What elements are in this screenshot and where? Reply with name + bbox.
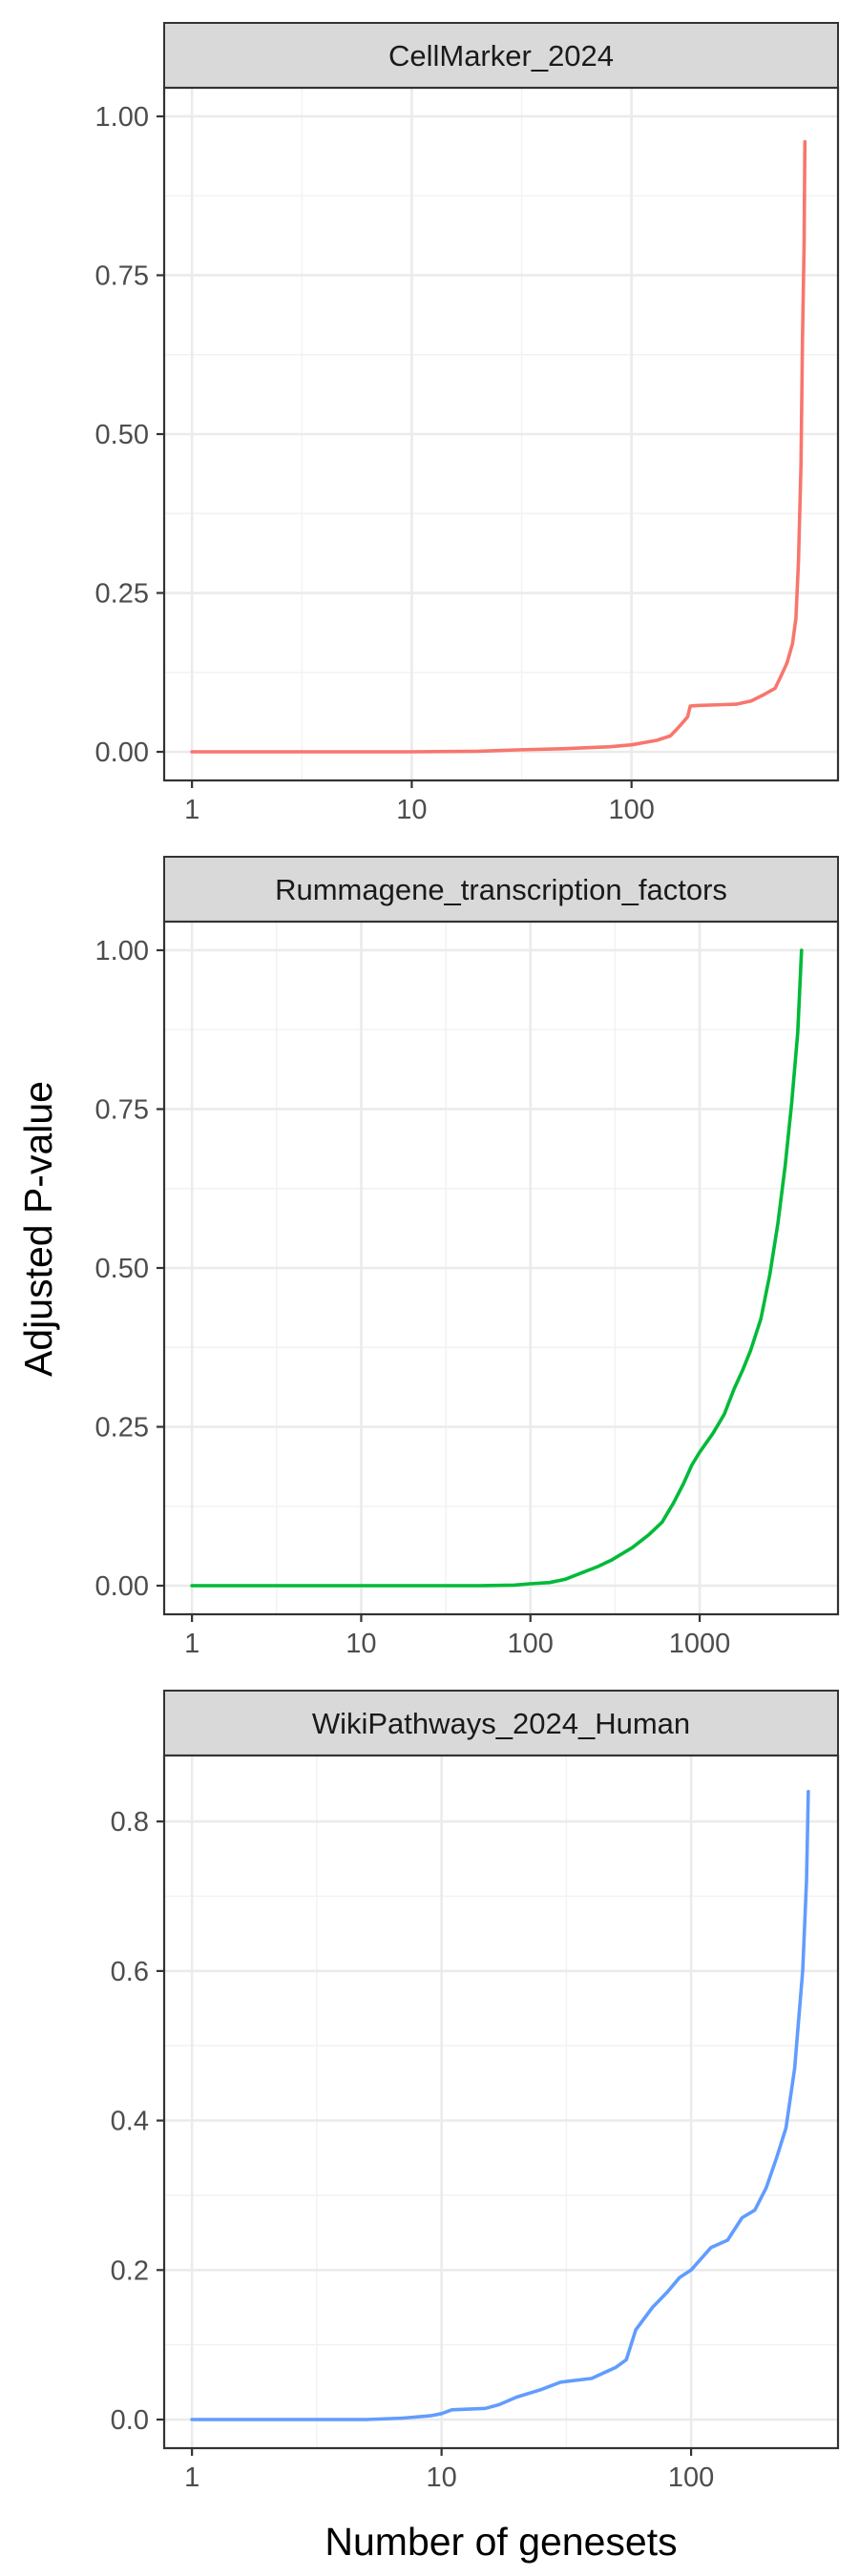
y-tick-label: 0.4: [111, 2107, 149, 2137]
y-tick-label: 1.00: [95, 102, 149, 133]
x-tick-label: 100: [668, 2462, 714, 2493]
facet-strip-label: CellMarker_2024: [388, 39, 614, 73]
y-tick-label: 0.8: [111, 1807, 149, 1838]
y-tick-label: 1.00: [95, 936, 149, 966]
x-tick-label: 1: [184, 1629, 199, 1659]
y-tick-label: 0.50: [95, 1254, 149, 1284]
panel-background: [164, 1755, 838, 2448]
y-tick-label: 0.2: [111, 2255, 149, 2286]
y-tick-label: 0.75: [95, 260, 149, 291]
y-tick-label: 0.00: [95, 737, 149, 768]
x-tick-label: 10: [426, 2462, 456, 2493]
facet-strip: [163, 856, 839, 923]
facet-panel: WikiPathways_2024_Human 0.0 0.2 0.4 0.6 0.8 1 1…: [111, 1690, 840, 2493]
x-tick-label: 10: [346, 1629, 376, 1659]
series-line: [190, 139, 807, 754]
x-tick-label: 10: [396, 795, 427, 825]
y-tick-label: 0.75: [95, 1094, 149, 1125]
x-axis-title: Number of genesets: [325, 2520, 677, 2564]
y-tick-label: 0.6: [111, 1957, 149, 1987]
y-tick-label: 0.25: [95, 579, 149, 610]
y-tick-label: 0.0: [111, 2405, 149, 2436]
facet-strip-label: Rummagene_transcription_factors: [275, 873, 727, 906]
x-tick-label: 100: [508, 1629, 554, 1659]
facet-strip: [163, 1690, 839, 1756]
facet-strip: [163, 22, 839, 89]
x-tick-label: 100: [608, 795, 654, 825]
y-tick-label: 0.00: [95, 1571, 149, 1602]
x-tick-label: 1: [184, 2462, 199, 2493]
series-line: [190, 948, 804, 1588]
y-axis-title: Adjusted P-value: [16, 1081, 60, 1377]
panel-border: [162, 1754, 840, 2450]
x-tick-label: 1: [184, 795, 199, 825]
y-tick-label: 0.50: [95, 420, 149, 450]
facet-panel: Rummagene_transcription_factors 0.00 0.25 0…: [95, 856, 840, 1659]
facet-panel: CellMarker_2024 0.00 0.25 0.50 0.75 1.00 1 10 10…: [95, 22, 840, 825]
x-tick-label: 1000: [669, 1629, 731, 1659]
series-line: [190, 1790, 810, 2421]
facet-strip-label: WikiPathways_2024_Human: [312, 1707, 690, 1740]
y-tick-label: 0.25: [95, 1413, 149, 1444]
